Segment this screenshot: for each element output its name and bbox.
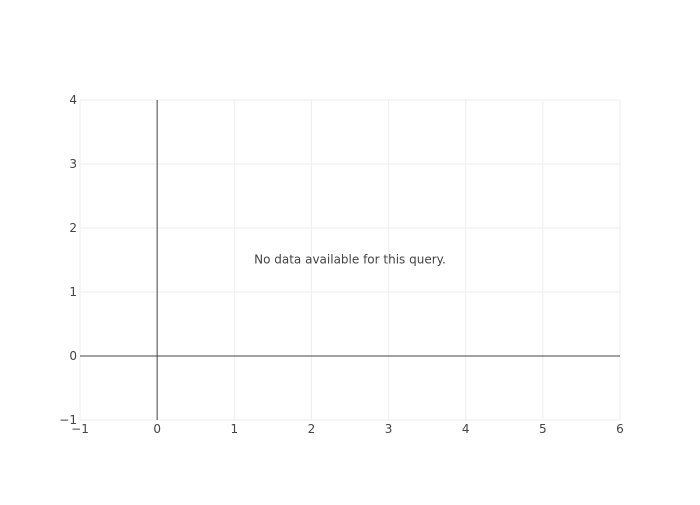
- tick-label-layer: −1 0 1 2 3 4 5 6 −1 0 1 2 3 4: [59, 93, 624, 436]
- y-tick-label: −1: [59, 413, 77, 427]
- y-tick-label: 3: [69, 157, 77, 171]
- x-tick-label: 3: [385, 422, 393, 436]
- x-tick-label: 1: [230, 422, 238, 436]
- x-tick-label: 0: [153, 422, 161, 436]
- y-tick-label: 1: [69, 285, 77, 299]
- x-tick-label: 6: [616, 422, 624, 436]
- annotation-layer: No data available for this query.: [254, 253, 446, 267]
- x-tick-label: −1: [71, 422, 89, 436]
- no-data-annotation: No data available for this query.: [254, 253, 446, 267]
- grid-layer: [79, 99, 621, 421]
- x-tick-label: 5: [539, 422, 547, 436]
- y-tick-label: 0: [69, 349, 77, 363]
- y-tick-label: 2: [69, 221, 77, 235]
- axis-layer: [80, 100, 620, 420]
- x-tick-label: 2: [308, 422, 316, 436]
- y-tick-label: 4: [69, 93, 77, 107]
- x-tick-label: 4: [462, 422, 470, 436]
